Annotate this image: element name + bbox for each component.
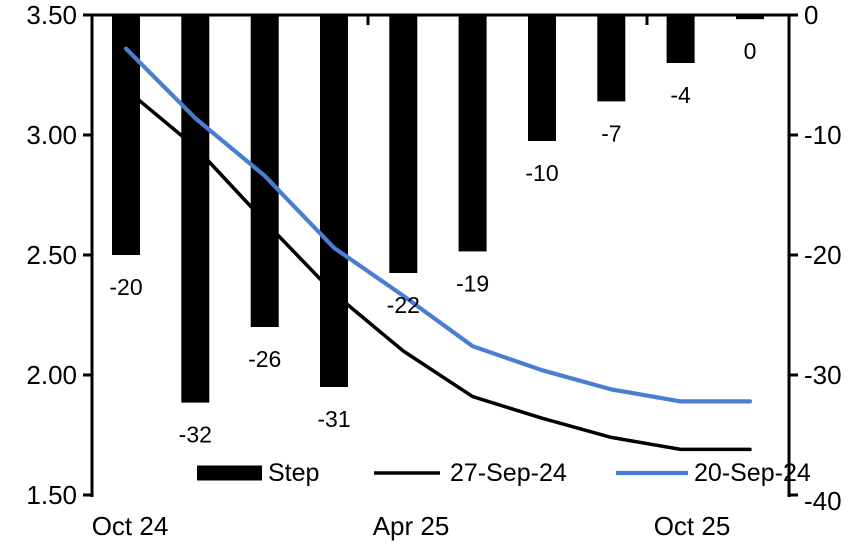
line-20-sep-24 <box>123 46 753 404</box>
legend-label-20-sep-24: 20-Sep-24 <box>694 459 811 487</box>
right-axis-tick-label: -40 <box>804 486 842 516</box>
bar-value-label: -20 <box>109 274 142 300</box>
right-axis-tick-label: -30 <box>804 360 842 390</box>
bar-value-label: -22 <box>387 292 420 318</box>
bar-value-label: -4 <box>670 82 691 108</box>
bar-value-label: -7 <box>601 120 621 146</box>
bar-value-label: -10 <box>525 160 558 186</box>
legend-label-step: Step <box>268 459 319 487</box>
left-axis-tick-label: 2.50 <box>26 240 77 270</box>
step-bar <box>597 15 626 102</box>
x-axis-label: Apr 25 <box>373 511 450 541</box>
step-bar <box>389 15 418 273</box>
left-axis-tick-label: 3.50 <box>26 0 77 30</box>
right-axis-tick-label: 0 <box>804 0 818 30</box>
bar-value-label: -32 <box>179 422 212 448</box>
line-27-sep-24 <box>124 87 752 452</box>
left-axis-tick-label: 3.00 <box>26 120 77 150</box>
bar-value-label: 0 <box>744 38 757 64</box>
legend-label-27-sep-24: 27-Sep-24 <box>450 459 567 487</box>
bar-value-label: -26 <box>248 346 281 372</box>
step-bar <box>528 15 556 141</box>
step-bar <box>666 15 695 63</box>
legend-swatch-step <box>197 465 262 481</box>
step-bar <box>181 15 210 403</box>
step-bar <box>736 15 764 20</box>
step-bar <box>250 15 279 327</box>
right-axis-tick-label: -10 <box>804 120 842 150</box>
left-axis-tick-label: 1.50 <box>26 480 77 510</box>
step-bar <box>320 15 348 387</box>
bar-value-label: -19 <box>456 270 489 296</box>
x-axis-label: Oct 25 <box>654 511 731 541</box>
x-axis-label: Oct 24 <box>92 511 169 541</box>
bar-value-label: -31 <box>317 406 350 432</box>
right-axis-tick-label: -20 <box>804 240 842 270</box>
left-axis-tick-label: 2.00 <box>26 360 77 390</box>
step-bar <box>458 15 487 252</box>
